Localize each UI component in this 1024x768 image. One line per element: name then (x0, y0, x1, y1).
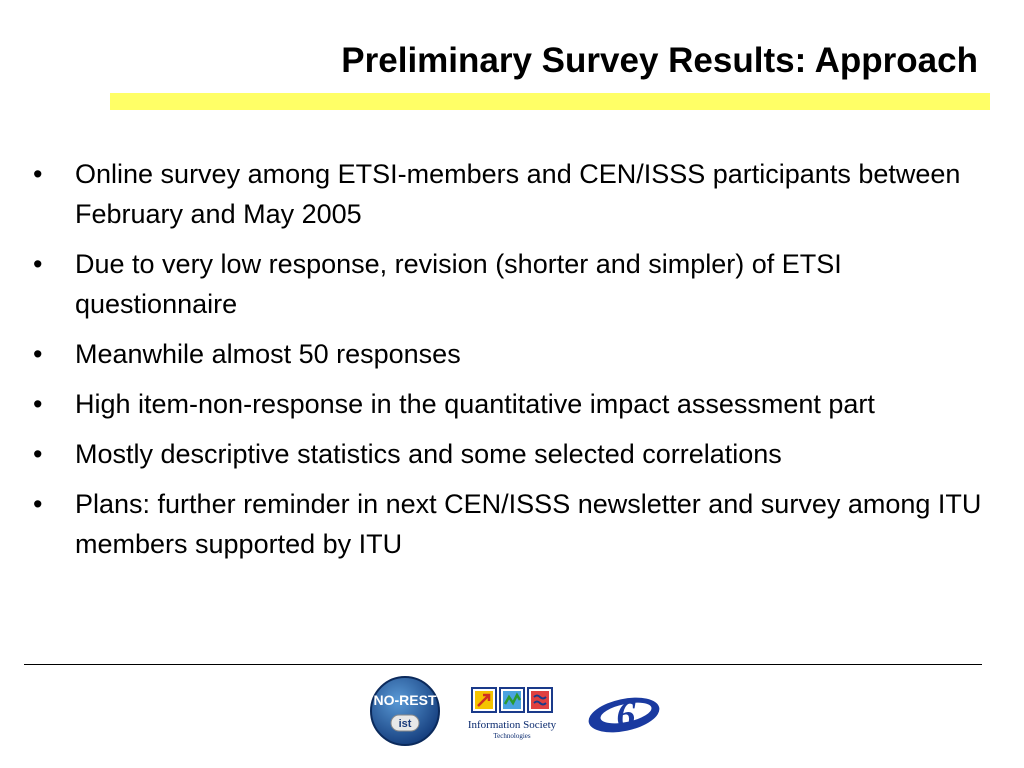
fp6-logo: 6 (588, 694, 660, 735)
no-rest-logo-text: NO-REST (374, 692, 437, 708)
no-rest-logo-subtext: ist (399, 718, 412, 730)
ist-icons (471, 687, 553, 713)
bullet-marker: • (33, 339, 43, 369)
ist-subcaption: Technologies (493, 732, 531, 740)
ist-caption: Information Society (467, 719, 557, 731)
bullet-item: • Meanwhile almost 50 responses (30, 334, 990, 374)
bullet-marker: • (33, 439, 43, 469)
bullet-item: • Due to very low response, revision (sh… (30, 244, 990, 324)
fp6-logo-text: 6 (617, 694, 636, 735)
bullet-item: • Plans: further reminder in next CEN/IS… (30, 484, 990, 564)
information-society-technologies-logo: Information Society Technologies (456, 686, 568, 746)
footer-divider (24, 664, 982, 665)
bullet-marker: • (33, 489, 43, 519)
bullet-text: Meanwhile almost 50 responses (75, 339, 461, 369)
bullet-marker: • (33, 159, 43, 189)
bullet-marker: • (33, 249, 43, 279)
bullet-item: • Online survey among ETSI-members and C… (30, 154, 990, 234)
no-rest-logo: NO-REST ist (370, 676, 440, 746)
bullet-list: • Online survey among ETSI-members and C… (30, 154, 990, 574)
slide-title: Preliminary Survey Results: Approach (341, 41, 978, 80)
bullet-item: • High item-non-response in the quantita… (30, 384, 990, 424)
bullet-marker: • (33, 389, 43, 419)
bullet-text: Due to very low response, revision (shor… (75, 249, 842, 319)
bullet-text: Mostly descriptive statistics and some s… (75, 439, 782, 469)
bullet-item: • Mostly descriptive statistics and some… (30, 434, 990, 474)
bullet-text: High item-non-response in the quantitati… (75, 389, 875, 419)
title-underline-bar (110, 93, 990, 110)
bullet-text: Online survey among ETSI-members and CEN… (75, 159, 961, 229)
bullet-text: Plans: further reminder in next CEN/ISSS… (75, 489, 982, 559)
